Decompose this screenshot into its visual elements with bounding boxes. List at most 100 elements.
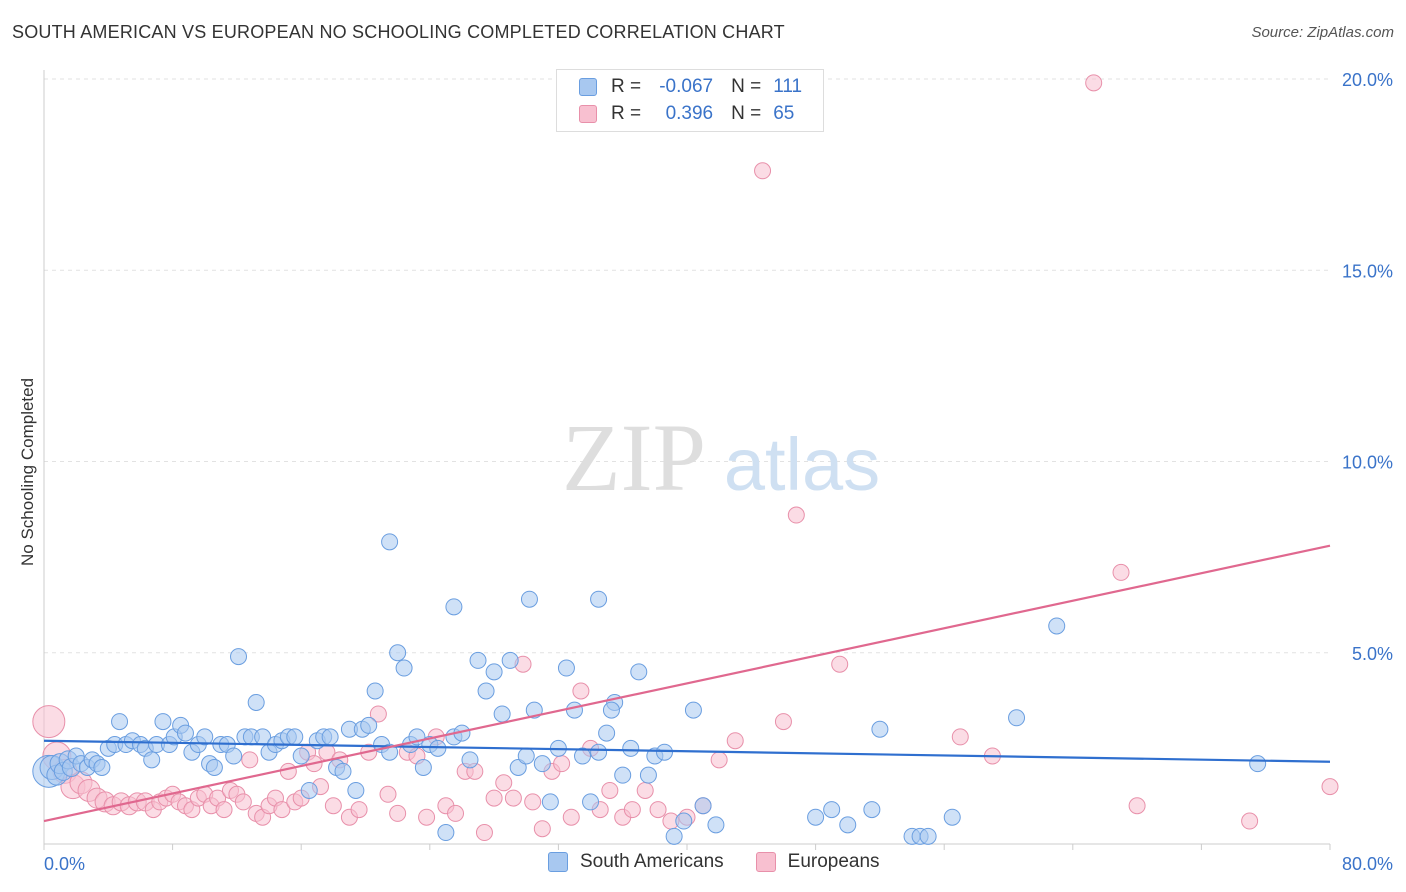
data-point: [324, 797, 342, 815]
data-point: [1321, 778, 1339, 796]
data-point: [154, 713, 172, 731]
correlation-legend: R = -0.067 N = 111 R = 0.396 N = 65: [556, 69, 824, 132]
data-point: [379, 785, 397, 803]
data-point: [622, 739, 640, 757]
data-point: [630, 663, 648, 681]
data-point: [225, 747, 243, 765]
data-point: [429, 739, 447, 757]
data-point: [389, 644, 407, 662]
data-point: [475, 824, 493, 842]
legend-swatch-europeans: [579, 105, 597, 123]
legend-n-label: N =: [731, 76, 762, 97]
data-point: [823, 801, 841, 819]
data-point: [710, 751, 728, 769]
data-point: [292, 747, 310, 765]
data-point: [360, 716, 378, 734]
data-point: [279, 762, 297, 780]
data-point: [533, 820, 551, 838]
data-point: [300, 781, 318, 799]
data-point: [649, 801, 667, 819]
data-point: [655, 743, 673, 761]
data-point: [501, 651, 519, 669]
data-point: [787, 506, 805, 524]
data-point: [437, 824, 455, 842]
data-point: [562, 808, 580, 826]
legend-r-value: -0.067: [659, 76, 714, 97]
data-point: [1241, 812, 1259, 830]
data-point: [598, 724, 616, 742]
data-point: [366, 682, 384, 700]
data-point: [951, 728, 969, 746]
legend-item-south-americans[interactable]: South Americans: [548, 851, 724, 873]
y-tick-label: 10.0%: [1342, 453, 1393, 473]
data-point: [520, 590, 538, 608]
data-point: [477, 682, 495, 700]
data-point: [839, 816, 857, 834]
data-point: [574, 747, 592, 765]
legend-row-south-americans: R = -0.067 N = 111: [579, 75, 802, 99]
data-point: [1249, 755, 1267, 773]
data-point: [726, 732, 744, 750]
data-point: [590, 590, 608, 608]
trend-line: [43, 544, 1331, 823]
data-point: [321, 728, 339, 746]
y-tick-label: 15.0%: [1342, 261, 1393, 281]
data-point: [286, 728, 304, 746]
data-point: [623, 801, 641, 819]
data-point: [1128, 797, 1146, 815]
data-point: [205, 759, 223, 776]
data-point: [590, 743, 608, 761]
data-point: [614, 766, 632, 784]
legend-r-label: R =: [611, 76, 642, 97]
data-point: [871, 720, 889, 738]
data-point: [395, 659, 413, 677]
data-point: [665, 827, 683, 845]
chart-title: SOUTH AMERICAN VS EUROPEAN NO SCHOOLING …: [12, 22, 785, 42]
data-point: [1008, 709, 1026, 727]
legend-label-europeans: Europeans: [787, 851, 880, 872]
legend-n-value: 65: [773, 103, 795, 124]
data-point: [557, 659, 575, 677]
data-point: [572, 682, 590, 700]
data-point: [754, 162, 772, 180]
data-point: [1112, 563, 1130, 581]
data-point: [230, 648, 248, 666]
data-point: [565, 701, 583, 719]
data-point: [461, 751, 479, 769]
legend-n-value: 111: [773, 76, 803, 97]
legend-n-label: N =: [731, 103, 762, 124]
data-point: [524, 793, 542, 811]
legend-item-europeans[interactable]: Europeans: [755, 851, 880, 873]
data-point: [32, 705, 66, 739]
data-point: [485, 789, 503, 807]
y-tick-label: 5.0%: [1352, 644, 1393, 664]
data-point: [369, 705, 387, 723]
data-point: [504, 789, 522, 807]
data-point: [919, 827, 937, 845]
legend-swatch-south-americans: [579, 78, 597, 96]
data-point: [381, 533, 399, 551]
data-point: [636, 781, 654, 799]
data-point: [831, 655, 849, 673]
data-point: [215, 801, 233, 819]
data-point: [196, 728, 214, 746]
trend-lines: [43, 544, 1331, 823]
data-point: [684, 701, 702, 719]
x-tick-label: 0.0%: [44, 854, 85, 874]
legend-swatch-south-americans: [548, 852, 568, 872]
legend-row-europeans: R = 0.396 N = 65: [579, 102, 794, 126]
grid-lines: [44, 78, 1330, 654]
watermark-atlas: atlas: [724, 423, 880, 506]
data-point: [493, 705, 511, 723]
data-point: [389, 804, 407, 822]
data-point: [347, 781, 365, 799]
data-point: [517, 747, 535, 765]
data-point: [414, 759, 432, 776]
data-point: [143, 751, 161, 769]
x-tick-label: 80.0%: [1342, 854, 1393, 874]
legend-label-south-americans: South Americans: [580, 851, 724, 872]
data-point: [601, 781, 619, 799]
data-point: [111, 713, 129, 731]
watermark-zip: ZIP: [562, 404, 706, 511]
